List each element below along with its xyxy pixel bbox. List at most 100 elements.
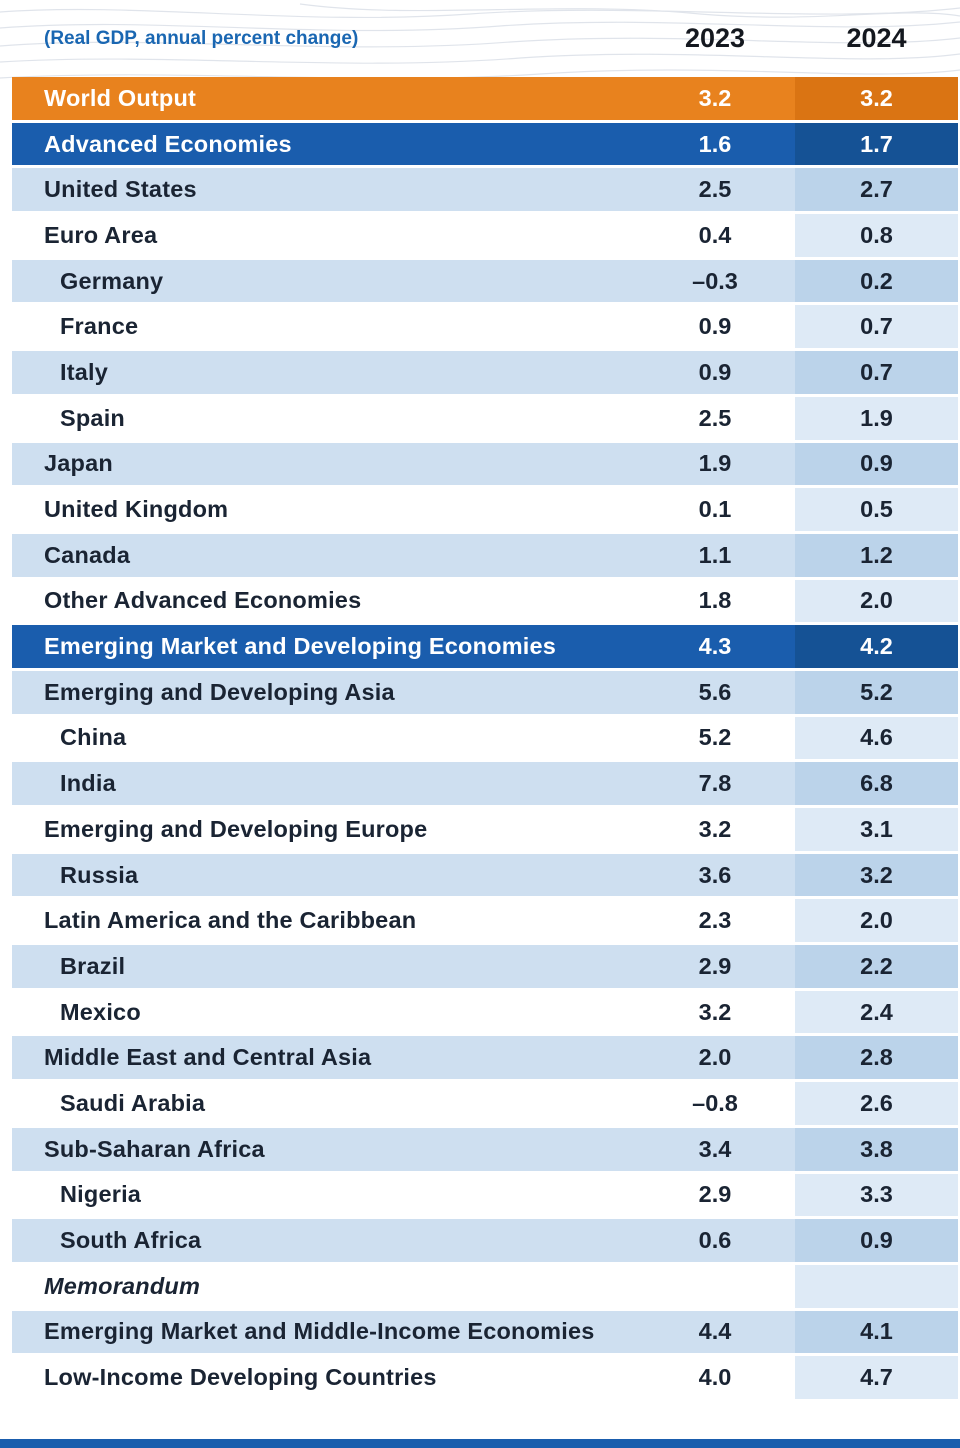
row-value-2023: 5.2 [698,724,732,751]
row-value-2023: 1.6 [698,130,732,157]
gdp-growth-table: (Real GDP, annual percent change) 2023 2… [12,0,958,1402]
row-label: Mexico [60,998,141,1025]
row-label: Spain [60,404,125,431]
row-label: Other Advanced Economies [44,587,362,614]
row-label: Euro Area [44,221,158,248]
row-label: Brazil [60,952,126,979]
row-label: United Kingdom [44,496,229,523]
row-value-2023: 3.2 [698,84,732,111]
row-label: Emerging Market and Developing Economies [44,633,557,660]
table-row: Advanced Economies 1.6 1.7 [12,122,958,166]
row-label: Saudi Arabia [60,1089,206,1116]
table-subtitle-cell: (Real GDP, annual percent change) [12,28,635,50]
row-value-2024: 1.2 [795,533,958,577]
row-value-2024: 0.8 [795,214,958,257]
row-value-2024: 4.7 [795,1356,958,1399]
table-row: Germany –0.3 0.2 [12,259,958,303]
row-label: Middle East and Central Asia [44,1044,372,1071]
row-value-2023: 2.5 [698,176,732,203]
row-value-2023: 5.6 [698,678,732,705]
row-value-2024: 3.8 [795,1127,958,1171]
row-value-2024 [795,1264,958,1308]
row-value-2023: 0.9 [698,313,732,340]
row-value-2024: 4.1 [795,1310,958,1354]
row-value-2024: 2.8 [795,1036,958,1080]
row-label: Advanced Economies [44,130,292,157]
column-header-2024: 2024 [846,23,907,53]
row-value-2024: 2.0 [795,899,958,943]
row-value-2024: 3.3 [795,1173,958,1217]
row-value-2024: 5.2 [795,670,958,714]
row-value-2023: 0.1 [698,496,732,523]
table-subtitle: (Real GDP, annual percent change) [44,27,359,49]
row-value-2024: 0.9 [795,442,958,486]
row-value-2023: 2.5 [698,404,732,431]
row-label: India [60,770,116,797]
row-value-2024: 6.8 [795,762,958,805]
row-value-2023: 2.9 [698,1181,732,1208]
row-value-2024: 1.7 [795,122,958,166]
row-value-2024: 1.9 [795,396,958,440]
row-value-2023: 1.8 [698,587,732,614]
row-label: Sub-Saharan Africa [44,1135,265,1162]
table-row: Spain 2.5 1.9 [12,396,958,440]
row-value-2023: 4.3 [698,633,732,660]
table-row: Italy 0.9 0.7 [12,351,958,394]
row-value-2024: 2.6 [795,1082,958,1125]
table-row: Japan 1.9 0.9 [12,442,958,486]
row-value-2023: 4.0 [698,1364,732,1391]
row-value-2024: 3.2 [795,77,958,120]
row-label: Japan [44,450,113,477]
row-label: Italy [60,358,109,385]
table-row: Mexico 3.2 2.4 [12,990,958,1034]
table-row: Saudi Arabia –0.8 2.6 [12,1082,958,1125]
row-value-2024: 2.0 [795,579,958,623]
row-value-2024: 2.7 [795,168,958,212]
row-value-2023: 3.2 [698,998,732,1025]
row-value-2024: 2.2 [795,945,958,988]
row-value-2023: 1.1 [698,541,732,568]
table-row: World Output 3.2 3.2 [12,77,958,120]
table-row: Emerging and Developing Asia 5.6 5.2 [12,670,958,714]
row-value-2024: 2.4 [795,990,958,1034]
row-value-2023: 3.2 [698,815,732,842]
row-value-2023: –0.8 [692,1089,738,1116]
row-value-2024: 3.1 [795,808,958,851]
row-value-2024: 0.9 [795,1219,958,1262]
table-row: Brazil 2.9 2.2 [12,945,958,988]
row-label: France [60,313,139,340]
table-row: Low-Income Developing Countries 4.0 4.7 [12,1356,958,1399]
row-label: Russia [60,861,139,888]
row-label: World Output [44,84,197,111]
table-row: China 5.2 4.6 [12,716,958,760]
row-label: Emerging and Developing Asia [44,678,395,705]
row-value-2024: 4.6 [795,716,958,760]
row-value-2023: 1.9 [698,450,732,477]
row-value-2024: 0.5 [795,488,958,531]
row-label: Emerging Market and Middle-Income Econom… [44,1318,595,1345]
table-row: United States 2.5 2.7 [12,168,958,212]
row-value-2023: 2.3 [698,907,732,934]
table-row: Emerging and Developing Europe 3.2 3.1 [12,808,958,851]
table-row: South Africa 0.6 0.9 [12,1219,958,1262]
row-label: Emerging and Developing Europe [44,815,428,842]
row-value-2023: 2.9 [698,952,732,979]
row-label: Memorandum [44,1272,201,1299]
row-value-2024: 3.2 [795,853,958,897]
table-row: Nigeria 2.9 3.3 [12,1173,958,1217]
table-row: United Kingdom 0.1 0.5 [12,488,958,531]
table-row: Sub-Saharan Africa 3.4 3.8 [12,1127,958,1171]
table-row: Middle East and Central Asia 2.0 2.8 [12,1036,958,1080]
row-value-2024: 4.2 [795,625,958,668]
row-value-2023: 3.4 [698,1135,732,1162]
footer-accent-bar [0,1439,960,1448]
table-row: Emerging Market and Developing Economies… [12,625,958,668]
row-value-2023: 3.6 [698,861,732,888]
row-value-2023: 2.0 [698,1044,732,1071]
row-label: South Africa [60,1227,202,1254]
table-row-memorandum: Memorandum [12,1264,958,1308]
row-label: Latin America and the Caribbean [44,907,417,934]
table-row: India 7.8 6.8 [12,762,958,805]
row-value-2023: 0.4 [698,221,732,248]
